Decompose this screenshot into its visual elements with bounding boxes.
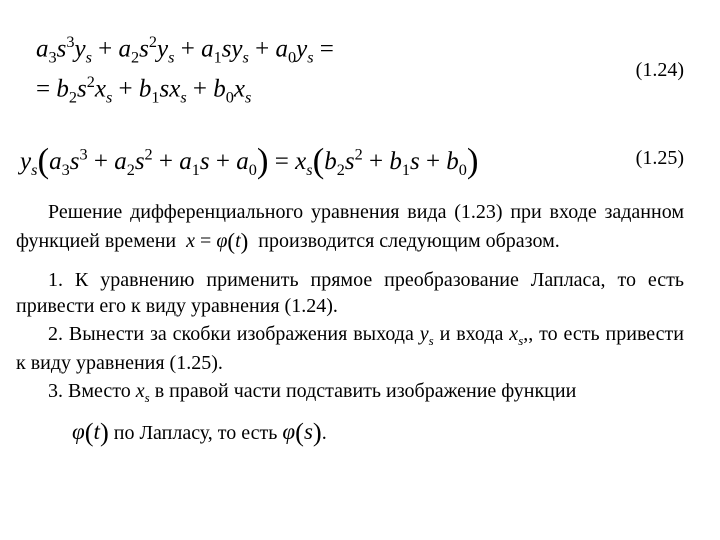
s3-xs: xs: [136, 380, 150, 402]
eq2-number: (1.25): [628, 145, 684, 171]
inline-x-phi-t: x = φ(t): [181, 230, 253, 252]
equation-1-24: a3s3ys + a2s2ys + a1sys + a0ys = = b2s2x…: [16, 28, 334, 113]
eq1-number: (1.24): [628, 57, 684, 83]
s2-ys: ys: [420, 323, 434, 345]
equation-1-25-row: ys(a3s3 + a2s2 + a1s + a0) = xs(b2s2 + b…: [16, 131, 684, 185]
step-2: 2. Вынести за скобки изображения выхода …: [16, 321, 684, 376]
phi-s: φ(s): [282, 419, 321, 444]
para1-after: производится следующим образом.: [258, 230, 559, 252]
intro-paragraph: Решение дифференциального уравнения вида…: [16, 199, 684, 255]
s2-mid: и входа: [434, 323, 510, 345]
equation-1-25: ys(a3s3 + a2s2 + a1s + a0) = xs(b2s2 + b…: [16, 131, 479, 185]
eq1-line2: = b2s2xs + b1sxs + b0xs: [36, 72, 334, 108]
last-mid: по Лапласу, то есть: [114, 422, 283, 444]
equation-1-24-row: a3s3ys + a2s2ys + a1sys + a0ys = = b2s2x…: [16, 28, 684, 113]
step-1: 1. К уравнению применить прямое преобраз…: [16, 267, 684, 319]
page: a3s3ys + a2s2ys + a1sys + a0ys = = b2s2x…: [0, 0, 720, 447]
s2-xs: xs: [509, 323, 523, 345]
s3-before: 3. Вместо: [48, 380, 136, 402]
eq2-expr: ys(a3s3 + a2s2 + a1s + a0) = xs(b2s2 + b…: [20, 135, 479, 181]
phi-t: φ(t): [72, 419, 109, 444]
last-dot: .: [322, 422, 327, 444]
last-line: φ(t) по Лапласу, то есть φ(s).: [16, 413, 684, 447]
s2-before: 2. Вынести за скобки изображения выхода: [48, 323, 420, 345]
eq1-line1: a3s3ys + a2s2ys + a1sys + a0ys =: [36, 32, 334, 68]
step-3: 3. Вместо xs в правой части подставить и…: [16, 378, 684, 407]
s3-after: в правой части подставить изображение фу…: [150, 380, 577, 402]
